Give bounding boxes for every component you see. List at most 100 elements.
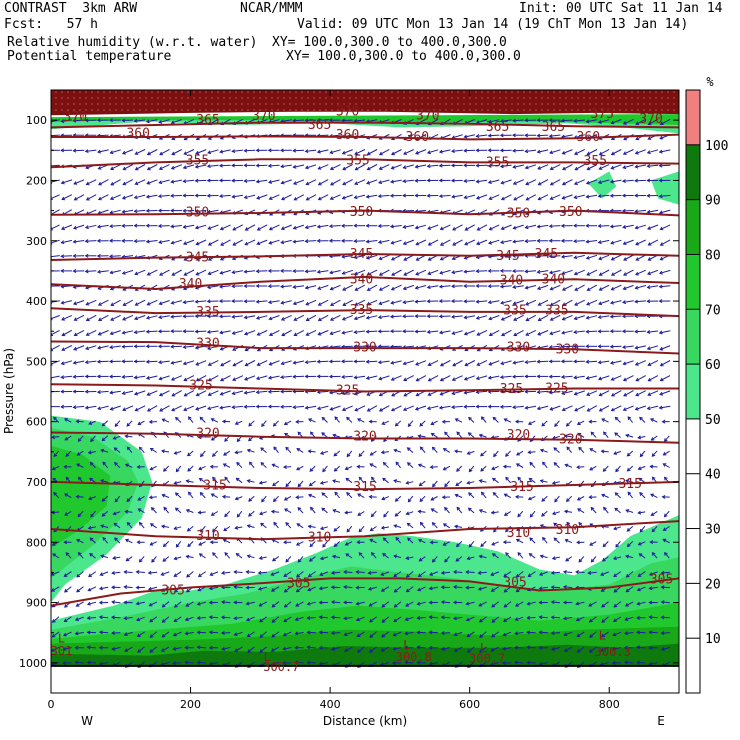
wind-vector [76,450,84,456]
wind-vector [64,493,72,499]
wind-head [51,466,56,471]
wind-shaft [542,537,548,544]
wind-head [171,151,176,156]
wind-vector [271,556,280,562]
wind-shaft [611,119,622,124]
wind-vector [207,375,219,382]
wind-vector [346,525,353,533]
wind-head [96,253,101,258]
wind-vector [499,284,512,289]
wind-vector [111,585,121,590]
wind-head [622,225,627,229]
wind-shaft [195,224,207,229]
wind-vector [258,480,267,485]
wind-head [145,194,150,199]
wind-shaft [113,435,121,440]
wind-shaft [183,118,195,125]
wind-vector [549,149,561,155]
wind-head [267,163,272,168]
wind-shaft [552,435,560,439]
wind-vector [244,224,256,231]
wind-head [439,270,444,275]
wind-shaft [112,601,121,604]
wind-head [231,299,235,304]
wind-vector [390,360,402,365]
wind-head [145,208,150,213]
wind-vector [268,360,280,366]
wind-shaft [161,525,170,528]
wind-head [441,419,446,424]
wind-shaft [159,405,170,412]
wind-shaft [429,586,438,590]
wind-head [173,480,178,485]
wind-shaft [334,491,340,499]
wind-vector [488,315,500,321]
wind-shaft [344,586,353,589]
wind-shaft [513,179,524,185]
wind-head [222,463,227,467]
wind-shaft [244,375,256,381]
wind-head [573,330,578,335]
wind-shaft [408,495,414,503]
wind-vector [146,179,158,185]
wind-vector [173,480,182,485]
wind-head [456,506,461,511]
wind-shaft [61,239,73,244]
wind-vector [271,538,280,544]
wind-shaft [561,330,573,334]
wind-shaft [602,541,609,547]
wind-vector [317,314,329,321]
wind-shaft [390,225,402,228]
wind-vector [243,375,256,381]
wind-head [478,433,483,438]
wind-vector [60,148,73,153]
wind-head [231,331,236,335]
wind-shaft [574,179,585,185]
wind-head [560,238,565,243]
wind-head [659,121,664,125]
wind-shaft [574,375,585,379]
wind-head [101,422,106,427]
wind-vector [297,556,304,563]
wind-vector [402,239,414,245]
wind-vector [524,360,537,365]
wind-shaft [500,119,512,122]
wind-shaft [537,330,549,336]
wind-vector [113,462,121,469]
wind-head [223,527,228,532]
wind-head [475,404,480,409]
wind-shaft [51,329,60,336]
wind-vector [72,148,85,153]
wind-vector [394,495,402,502]
wind-vector [292,224,305,230]
wind-head [246,479,251,483]
wind-shaft [406,556,414,559]
wind-head [236,513,241,518]
wind-vector [659,375,671,382]
wind-shaft [354,405,366,412]
wind-shaft [259,556,267,559]
wind-head [243,331,248,336]
wind-vector [346,450,353,458]
wind-shaft [147,405,158,412]
wind-vector [539,448,548,453]
wind-vector [85,329,97,336]
wind-shaft [452,360,463,367]
wind-shaft [647,224,659,230]
wind-head [524,269,529,274]
wind-vector [123,600,133,605]
wind-head [427,377,432,382]
wind-head [319,451,325,455]
wind-shaft [98,299,109,306]
wind-head [553,537,558,542]
wind-head [589,448,594,452]
wind-head [585,344,590,349]
wind-head [370,476,375,481]
wind-vector [64,586,72,593]
wind-head [426,150,431,155]
wind-vector [305,329,317,336]
wind-head [243,195,248,200]
wind-shaft [574,240,585,242]
wind-head [341,407,346,412]
wind-vector [84,239,97,244]
